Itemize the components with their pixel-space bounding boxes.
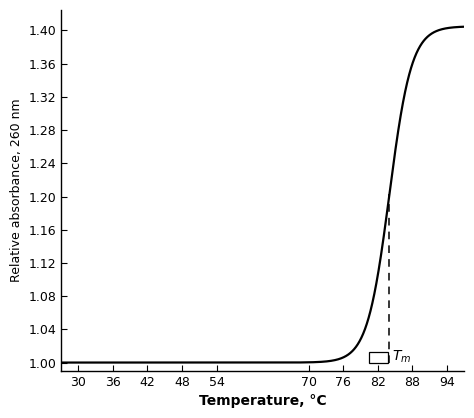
Bar	[369, 352, 388, 362]
X-axis label: Temperature, °C: Temperature, °C	[199, 394, 327, 408]
Y-axis label: Relative absorbance, 260 nm: Relative absorbance, 260 nm	[10, 99, 23, 282]
Text: $T_m$: $T_m$	[392, 349, 411, 365]
